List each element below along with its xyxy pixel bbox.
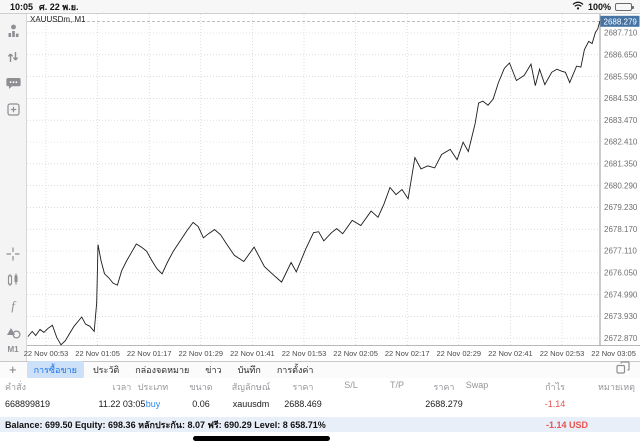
x-axis-label: 22 Nov 01:17	[126, 349, 172, 358]
x-axis-label: 22 Nov 01:53	[281, 349, 327, 358]
tab-item[interactable]: กล่องจดหมาย	[135, 365, 190, 375]
bottom-tab-bar: + การซื้อขาย ประวัติ กล่องจดหมาย ข่าว บันทึก…	[0, 361, 640, 379]
account-summary-bar: Balance: 699.50 Equity: 698.36 หลักประกั…	[0, 417, 640, 432]
objects-icon[interactable]	[0, 319, 27, 345]
x-axis-label: 22 Nov 03:05	[591, 349, 636, 358]
sidebar: f M1	[0, 14, 27, 361]
cell-order: 668899819	[5, 399, 51, 409]
chart-symbol-label: XAUUSDm, M1	[30, 15, 86, 24]
chart-type-icon[interactable]	[0, 267, 27, 293]
x-axis-label: 22 Nov 01:29	[178, 349, 224, 358]
status-bar: 10:05 ศ. 22 พ.ย. 100%	[0, 0, 640, 14]
new-order-icon[interactable]	[0, 96, 27, 122]
column-header-volume: ขนาด	[189, 382, 213, 392]
open-position-row[interactable]: 668899819 11.22 03:05 buy 0.06 xauusdm 2688.4…	[0, 392, 640, 417]
panels-icon[interactable]	[616, 361, 630, 379]
y-axis-label: 2677.110	[604, 247, 637, 256]
y-axis-label: 2680.290	[604, 181, 638, 190]
y-axis-label: 2684.530	[604, 94, 638, 103]
floating-profit: -1.14 USD	[545, 419, 588, 430]
cell-type: buy	[145, 399, 161, 409]
chat-icon[interactable]	[0, 70, 27, 96]
account-summary-text: Balance: 699.50 Equity: 698.36 หลักประกั…	[5, 419, 326, 430]
price-line-series	[27, 21, 601, 346]
cell-time: 11.22 03:05	[98, 399, 146, 409]
chart-column: XAUUSDm, M1 2687.710 2686.650 2685.590 2684…	[24, 14, 640, 361]
wifi-icon	[572, 1, 584, 12]
tab-item[interactable]: การตั้งค่า	[276, 365, 314, 375]
cell-price_open: 2688.469	[284, 399, 322, 409]
x-axis-label: 22 Nov 01:05	[75, 349, 120, 358]
y-axis-label: 2682.410	[604, 138, 638, 147]
x-axis-label: 22 Nov 02:17	[384, 349, 430, 358]
x-axis-label: 22 Nov 02:41	[488, 349, 533, 358]
y-axis-label: 2672.870	[604, 334, 638, 343]
column-header-type: ประเภท	[137, 382, 169, 392]
x-axis-label: 22 Nov 02:05	[333, 349, 378, 358]
clock: 10:05	[10, 1, 34, 12]
y-axis-label: 2685.590	[604, 72, 638, 81]
column-header-swap: Swap	[465, 380, 489, 390]
add-order-button[interactable]: +	[9, 362, 17, 377]
y-axis-label: 2676.050	[604, 269, 638, 278]
price-chart[interactable]: XAUUSDm, M1 2687.710 2686.650 2685.590 2684…	[27, 14, 640, 346]
indicators-icon[interactable]: f	[11, 298, 15, 313]
chart-canvas[interactable]: 2687.710 2686.650 2685.590 2684.530 2683.470…	[27, 14, 640, 346]
home-indicator[interactable]	[193, 436, 330, 441]
home-indicator-area	[0, 432, 640, 447]
cell-price_current: 2688.279	[425, 399, 463, 409]
tab-selected[interactable]: การซื้อขาย	[26, 361, 84, 379]
cell-volume: 0.06	[192, 399, 210, 409]
quotes-icon[interactable]	[0, 18, 27, 44]
column-header-time: เวลา	[112, 382, 132, 392]
column-header-tp: T/P	[389, 380, 405, 390]
crosshair-icon[interactable]	[0, 241, 27, 267]
column-header-comment: หมายเหตุ	[597, 382, 635, 392]
timeframe-button[interactable]: M1	[7, 345, 19, 354]
tab-item[interactable]: ข่าว	[205, 365, 222, 375]
trade-icon[interactable]	[0, 44, 27, 70]
battery-icon	[615, 2, 634, 11]
y-axis-label: 2673.930	[604, 312, 638, 321]
battery-percent: 100%	[587, 1, 611, 12]
y-axis-label: 2674.990	[604, 290, 638, 299]
x-axis-label: 22 Nov 01:41	[230, 349, 275, 358]
column-header-price_current: ราคา	[433, 382, 455, 392]
y-axis-label: 2687.710	[604, 29, 638, 38]
status-date: ศ. 22 พ.ย.	[39, 1, 79, 12]
orders-table-header: คำสั่ง เวลา ประเภท ขนาด สัญลักษณ์ ราคา S/L T/P ร…	[0, 378, 640, 392]
cell-symbol: xauusdm	[232, 399, 270, 409]
y-axis-label: 2686.650	[604, 51, 638, 60]
column-header-order: คำสั่ง	[5, 382, 26, 392]
tabs: การซื้อขาย ประวัติ กล่องจดหมาย ข่าว บันทึก กา…	[26, 361, 323, 379]
tab-item[interactable]: บันทึก	[237, 365, 261, 375]
tab-item[interactable]: ประวัติ	[92, 365, 120, 375]
y-axis-label: 2678.170	[604, 225, 638, 234]
y-axis-label: 2679.230	[604, 203, 638, 212]
current-price-tag	[600, 15, 640, 27]
column-header-sl: S/L	[344, 380, 358, 390]
column-header-price_open: ราคา	[292, 382, 314, 392]
current-price-tag-label: 2688.279	[604, 17, 638, 26]
x-axis: 22 Nov 00:53 22 Nov 01:05 22 Nov 01:17 22 N…	[24, 346, 640, 361]
y-axis-label: 2681.350	[604, 160, 638, 169]
y-axis-label: 2683.470	[604, 116, 638, 125]
x-axis-label: 22 Nov 02:29	[436, 349, 482, 358]
x-axis-label: 22 Nov 00:53	[23, 349, 69, 358]
column-header-profit: กำไร	[545, 382, 565, 392]
cell-profit: -1.14	[544, 399, 566, 409]
column-header-symbol: สัญลักษณ์	[231, 382, 271, 392]
x-axis-label: 22 Nov 02:53	[539, 349, 585, 358]
